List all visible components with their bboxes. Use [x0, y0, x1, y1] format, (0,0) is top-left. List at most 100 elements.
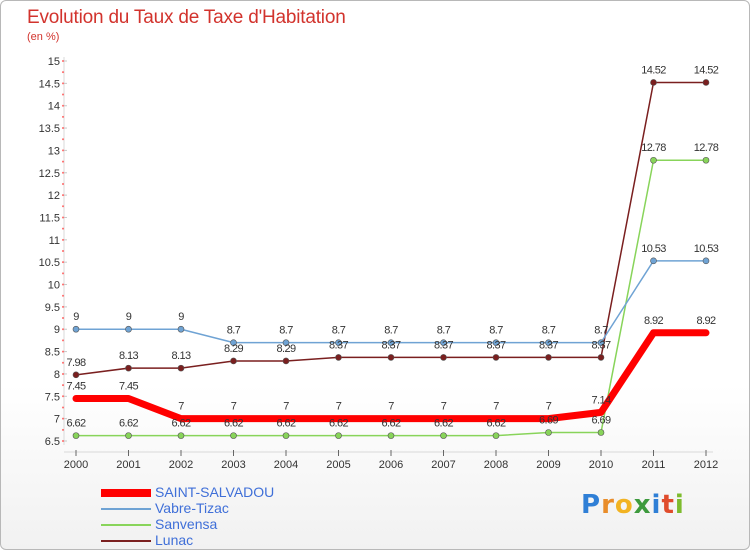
x-tick-label: 2000	[64, 459, 88, 471]
point-vabre-tizac	[650, 257, 657, 265]
data-label-sanvensa: 6.62	[434, 418, 453, 430]
data-label-sanvensa: 6.62	[381, 418, 400, 430]
point-lunac	[440, 354, 447, 361]
y-tick-label: 7	[54, 414, 60, 426]
y-minor-dot	[62, 283, 64, 286]
data-label-saint-salvadou: 7	[546, 401, 552, 413]
y-minor-dot	[62, 317, 64, 320]
data-label-vabre-tizac: 8.7	[594, 325, 608, 337]
point-sanvensa	[387, 432, 395, 439]
y-minor-dot	[62, 138, 64, 141]
data-label-saint-salvadou: 7	[493, 401, 499, 413]
point-vabre-tizac	[72, 325, 80, 333]
y-minor-dot	[62, 361, 64, 364]
point-sanvensa	[440, 432, 447, 439]
point-sanvensa	[545, 429, 552, 436]
y-tick-label: 11	[49, 235, 60, 247]
point-lunac	[335, 354, 342, 361]
y-minor-dot	[62, 60, 64, 62]
point-vabre-tizac	[335, 339, 342, 346]
y-minor-dot	[62, 194, 64, 197]
legend-swatch	[101, 489, 151, 497]
y-tick-label: 12	[48, 190, 60, 202]
point-lunac	[282, 357, 290, 365]
point-vabre-tizac	[597, 339, 605, 346]
y-tick-label: 12.5	[39, 168, 60, 180]
x-tick-label: 2007	[431, 459, 455, 471]
data-label-saint-salvadou: 7	[388, 401, 394, 413]
data-label-vabre-tizac: 8.7	[279, 325, 293, 337]
y-minor-dot	[62, 115, 64, 118]
point-sanvensa	[230, 432, 237, 439]
y-minor-dot	[62, 417, 64, 420]
point-lunac	[125, 364, 132, 372]
point-lunac	[177, 364, 185, 372]
y-minor-dot	[62, 227, 64, 230]
y-minor-dot	[62, 261, 64, 264]
x-tick-label: 2010	[589, 459, 613, 471]
point-lunac	[72, 371, 80, 379]
x-tick-label: 2012	[694, 459, 718, 471]
data-label-saint-salvadou: 7	[178, 401, 184, 413]
y-tick-label: 7.5	[45, 391, 60, 403]
y-minor-dot	[62, 328, 64, 331]
data-label-sanvensa: 6.62	[486, 418, 505, 430]
point-lunac	[230, 357, 237, 365]
data-label-vabre-tizac: 9	[126, 311, 132, 323]
y-tick-label: 9.5	[45, 302, 60, 314]
data-label-vabre-tizac: 8.7	[227, 325, 241, 337]
point-sanvensa	[125, 432, 132, 439]
point-vabre-tizac	[440, 339, 447, 346]
y-minor-dot	[62, 104, 64, 107]
point-sanvensa	[597, 429, 605, 436]
x-tick-label: 2009	[536, 459, 560, 471]
legend-swatch	[101, 508, 151, 510]
point-vabre-tizac	[177, 325, 185, 333]
data-label-lunac: 8.13	[119, 350, 138, 362]
y-tick-label: 14	[48, 101, 60, 113]
data-label-sanvensa: 6.69	[539, 415, 558, 427]
x-tick-label: 2002	[169, 459, 193, 471]
point-sanvensa	[492, 432, 500, 439]
x-tick-label: 2011	[642, 459, 666, 471]
y-minor-dot	[62, 216, 64, 219]
y-tick-label: 10	[48, 280, 60, 292]
point-lunac	[387, 354, 395, 361]
data-label-vabre-tizac: 8.7	[489, 325, 503, 337]
data-label-sanvensa: 6.62	[224, 418, 243, 430]
y-minor-dot	[62, 171, 64, 174]
data-label-vabre-tizac: 9	[73, 311, 79, 323]
y-tick-label: 8.5	[45, 347, 60, 359]
legend-label: Sanvensa	[155, 516, 218, 532]
data-label-lunac: 8.29	[224, 343, 243, 355]
data-label-lunac: 8.37	[539, 339, 558, 351]
y-tick-label: 13.5	[39, 123, 60, 135]
data-label-vabre-tizac: 10.53	[641, 243, 666, 255]
y-minor-dot	[62, 71, 64, 74]
data-label-lunac: 8.37	[329, 339, 348, 351]
y-minor-dot	[62, 250, 64, 252]
data-label-sanvensa: 12.78	[694, 142, 719, 154]
data-label-saint-salvadou: 8.92	[644, 315, 663, 327]
y-tick-label: 9	[54, 324, 60, 336]
y-minor-dot	[62, 372, 64, 375]
data-label-saint-salvadou: 7	[283, 401, 289, 413]
chart-subtitle: (en %)	[27, 31, 60, 43]
data-label-lunac: 14.52	[641, 64, 666, 76]
legend-swatch	[101, 540, 151, 542]
point-sanvensa	[177, 432, 185, 439]
y-minor-dot	[62, 440, 64, 442]
point-lunac	[492, 354, 500, 361]
y-minor-dot	[62, 272, 64, 275]
y-minor-dot	[62, 238, 64, 241]
point-lunac	[597, 354, 605, 361]
y-tick-label: 11.5	[39, 212, 60, 224]
proxiti-logo: Proxiti	[581, 490, 685, 520]
data-label-saint-salvadou: 8.92	[696, 315, 715, 327]
y-minor-dot	[62, 160, 64, 163]
data-label-saint-salvadou: 7	[336, 401, 342, 413]
data-label-sanvensa: 6.62	[329, 418, 348, 430]
data-label-vabre-tizac: 8.7	[542, 325, 556, 337]
y-minor-dot	[62, 339, 64, 342]
